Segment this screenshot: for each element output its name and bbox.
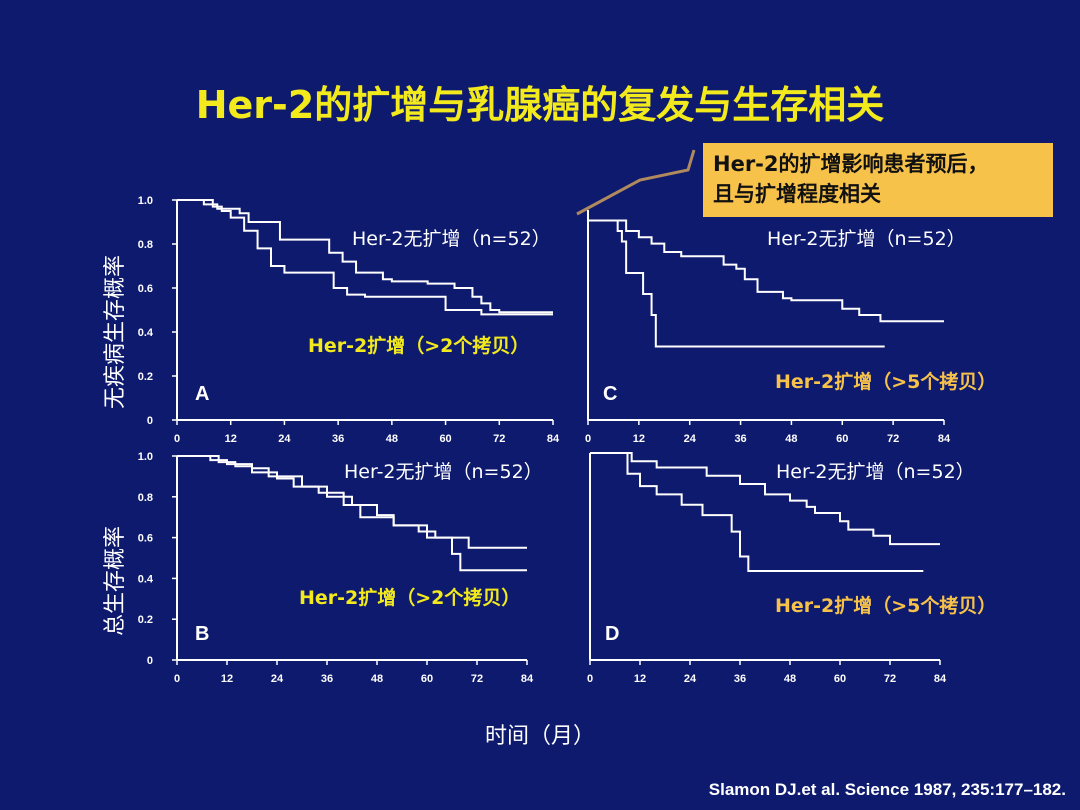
panel-d-x-tick-label: 48 [784, 673, 796, 685]
panel-a-y-tick-label: 1.0 [138, 195, 153, 207]
citation: Slamon DJ.et al. Science 1987, 235:177–1… [708, 780, 1066, 799]
panel-b-series-amp-label: Her-2扩增（>2个拷贝） [299, 586, 520, 609]
panel-b-x-tick-label: 60 [421, 673, 433, 685]
panel-c-x-tick-label: 24 [684, 433, 697, 445]
panel-a-series-no-amp-label: Her-2无扩增（n=52） [352, 228, 551, 250]
panel-b-x-tick-label: 48 [371, 673, 383, 685]
panel-b-y-tick-label: 0.2 [138, 614, 153, 626]
panel-c-x-tick-label: 48 [785, 433, 797, 445]
panel-a-x-tick-label: 72 [493, 433, 505, 445]
panel-c-x-tick-label: 12 [633, 433, 645, 445]
panel-b-x-tick-label: 84 [521, 673, 534, 685]
y-axis-label-dfs: 无疾病生存概率 [103, 255, 128, 410]
panel-a-letter: A [195, 383, 209, 405]
panel-d-x-tick-label: 0 [587, 673, 593, 685]
panel-a-x-tick-label: 36 [332, 433, 344, 445]
panel-b-x-tick-label: 0 [174, 673, 180, 685]
panel-b-y-tick-label: 0.6 [138, 533, 153, 545]
panel-a-x-tick-label: 24 [278, 433, 291, 445]
panel-d-x-tick-label: 72 [884, 673, 896, 685]
panel-d-letter: D [605, 623, 619, 645]
callout-line-1: Her-2的扩增影响患者预后， [713, 152, 989, 176]
panel-c-x-tick-label: 60 [836, 433, 848, 445]
panel-a-x-tick-label: 84 [547, 433, 560, 445]
panel-d-x-tick-label: 24 [684, 673, 697, 685]
panel-a-y-tick-label: 0.6 [138, 283, 153, 295]
panel-c-x-tick-label: 36 [734, 433, 746, 445]
panel-c-series-amp-label: Her-2扩增（>5个拷贝） [775, 370, 996, 393]
panel-c-series-no-amp-label: Her-2无扩增（n=52） [767, 228, 966, 250]
panel-b-y-tick-label: 0.8 [138, 492, 153, 504]
page-title: Her-2的扩增与乳腺癌的复发与生存相关 [195, 83, 885, 127]
panel-c-x-tick-label: 72 [887, 433, 899, 445]
panel-b-x-tick-label: 36 [321, 673, 333, 685]
panel-d-x-tick-label: 84 [934, 673, 947, 685]
panel-d-series-no-amp-line [590, 452, 940, 546]
panel-a-x-tick-label: 48 [386, 433, 398, 445]
panel-b-x-tick-label: 12 [221, 673, 233, 685]
panel-a-series-no-amp-line [177, 199, 553, 314]
panel-b-x-tick-label: 72 [471, 673, 483, 685]
callout-box: Her-2的扩增影响患者预后， 且与扩增程度相关 [703, 143, 1053, 217]
panel-a-x-tick-label: 60 [439, 433, 451, 445]
panel-a-y-tick-label: 0.2 [138, 371, 153, 383]
panel-a-y-tick-label: 0 [147, 415, 153, 427]
panel-d-series-amp-line [590, 452, 924, 572]
panel-a-x-tick-label: 0 [174, 433, 180, 445]
panel-b-y-tick-label: 1.0 [138, 451, 153, 463]
panel-b-series-no-amp-label: Her-2无扩增（n=52） [344, 461, 543, 483]
panel-d-x-tick-label: 36 [734, 673, 746, 685]
panel-a-y-tick-label: 0.8 [138, 239, 153, 251]
panel-b-y-tick-label: 0 [147, 655, 153, 667]
panel-d-x-tick-label: 12 [634, 673, 646, 685]
panel-c-letter: C [603, 383, 617, 405]
panel-b-x-tick-label: 24 [271, 673, 284, 685]
panel-d-x-tick-label: 60 [834, 673, 846, 685]
panel-a-series-amp-line [177, 199, 553, 316]
panel-b-y-tick-label: 0.4 [138, 573, 154, 585]
y-axis-label-os: 总生存概率 [103, 526, 128, 637]
x-axis-label: 时间（月） [484, 724, 595, 749]
panel-c-series-amp-line [588, 219, 885, 348]
panel-c-series-no-amp-line [588, 219, 944, 323]
callout-pointer-line [576, 149, 696, 216]
panel-a-series-amp-label: Her-2扩增（>2个拷贝） [308, 334, 529, 357]
panel-a-x-tick-label: 12 [225, 433, 237, 445]
panel-a-y-tick-label: 0.4 [138, 327, 154, 339]
panel-b-series-amp-line [177, 455, 527, 572]
callout-line-2: 且与扩增程度相关 [713, 182, 881, 206]
panel-b-series-no-amp-line [177, 455, 527, 549]
panel-d-series-amp-label: Her-2扩增（>5个拷贝） [775, 594, 996, 617]
panel-d-series-no-amp-label: Her-2无扩增（n=52） [776, 461, 975, 483]
panel-c-x-tick-label: 84 [938, 433, 951, 445]
panel-b-letter: B [195, 623, 209, 645]
panel-c-x-tick-label: 0 [585, 433, 591, 445]
